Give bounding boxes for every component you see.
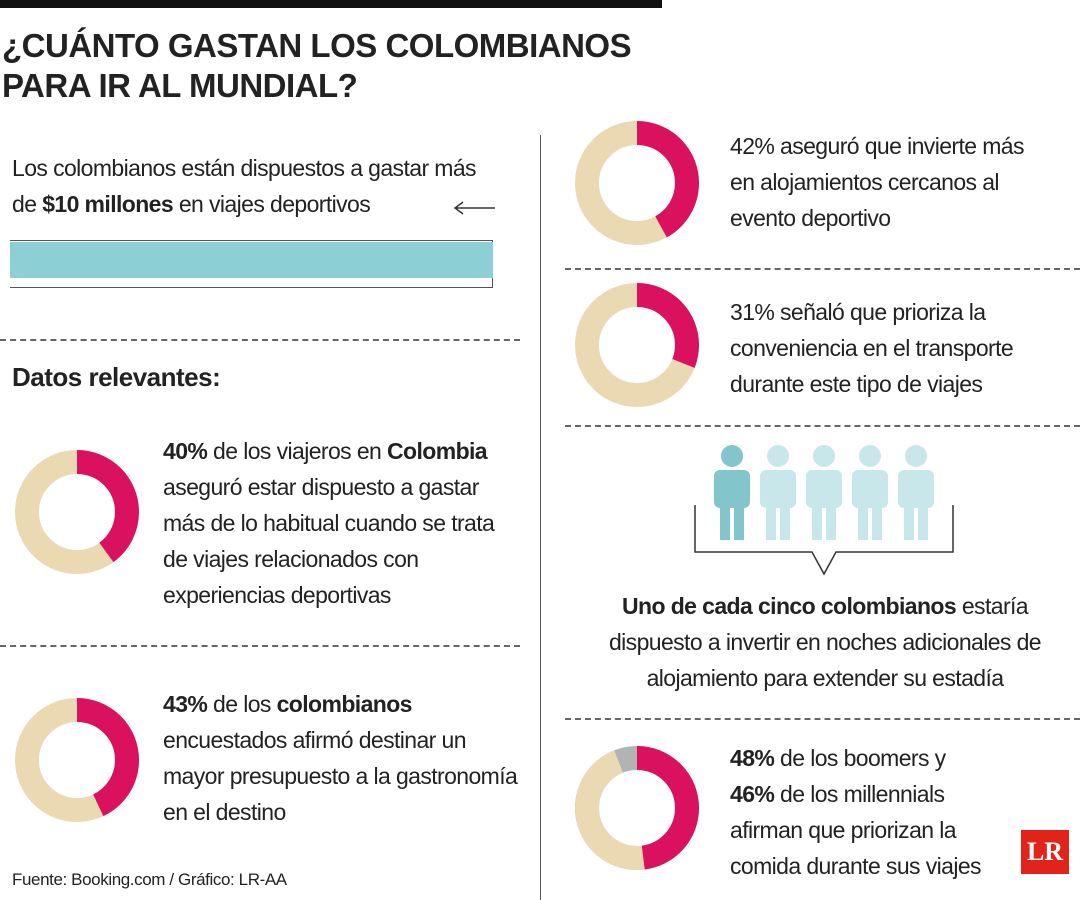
title: ¿CUÁNTO GASTAN LOS COLOMBIANOS PARA IR A… bbox=[2, 27, 632, 104]
text: de los boomers y bbox=[774, 745, 946, 771]
donut-segment bbox=[575, 283, 699, 407]
bar bbox=[10, 242, 493, 278]
donut-segment bbox=[575, 746, 699, 870]
highlight: colombianos bbox=[276, 691, 413, 717]
text: de los millennials afirman que priorizan… bbox=[730, 781, 982, 879]
bracket bbox=[694, 505, 954, 576]
value-label: 46% bbox=[730, 781, 775, 807]
donut-track bbox=[15, 698, 139, 822]
separator bbox=[565, 718, 1080, 720]
text: aseguró que invierte más en alojamientos… bbox=[730, 133, 1024, 231]
text: Los colombianos están dispuestos a gasta… bbox=[12, 155, 477, 217]
donut-segment bbox=[15, 450, 139, 574]
value-label: 48% bbox=[730, 745, 775, 771]
value-label: 31% bbox=[730, 299, 775, 325]
person bbox=[852, 445, 888, 540]
highlight: $10 millones bbox=[42, 191, 174, 217]
text: señaló que prioriza la conveniencia en e… bbox=[730, 299, 1014, 397]
donut-segment bbox=[575, 746, 699, 870]
donut-track bbox=[15, 450, 139, 574]
person bbox=[760, 445, 796, 540]
logo: LR bbox=[1021, 830, 1069, 874]
people-icons bbox=[714, 445, 934, 540]
separator bbox=[0, 339, 520, 341]
text: en viajes deportivos bbox=[173, 191, 371, 217]
stat-text: 48% de los boomers y 46% de los millennia… bbox=[730, 740, 1010, 884]
section-title: Datos relevantes: bbox=[12, 362, 221, 392]
highlight: Uno de cada cinco colombianos bbox=[622, 593, 957, 619]
separator bbox=[0, 645, 520, 647]
donut-segment bbox=[15, 698, 139, 822]
top-bar bbox=[0, 0, 662, 8]
value-label: 43% bbox=[163, 691, 208, 717]
intro: Los colombianos están dispuestos a gasta… bbox=[12, 150, 482, 222]
divider bbox=[540, 135, 541, 900]
stat-text: 42% aseguró que invierte más en alojamie… bbox=[730, 128, 1050, 236]
source: Fuente: Booking.com / Gráfico: LR-AA bbox=[12, 870, 287, 889]
stat-text: 43% de los colombianos encuestados afirm… bbox=[163, 686, 523, 830]
separator bbox=[565, 425, 1080, 427]
donut-track bbox=[575, 121, 699, 245]
text: de los viajeros en bbox=[207, 438, 388, 464]
donut-segment bbox=[575, 121, 699, 245]
text: estaría dispuesto a invertir en noches a… bbox=[608, 593, 1042, 691]
stat-text: 31% señaló que prioriza la conveniencia … bbox=[730, 294, 1050, 402]
separator bbox=[565, 268, 1080, 270]
text: aseguró estar dispuesto a gastar más de … bbox=[163, 474, 495, 608]
person bbox=[806, 445, 842, 540]
people-text: Uno de cada cinco colombianos estaría di… bbox=[580, 588, 1070, 696]
text: de los bbox=[207, 691, 277, 717]
person-highlight bbox=[714, 445, 750, 540]
donut-track bbox=[575, 283, 699, 407]
value-label: 40% bbox=[163, 438, 208, 464]
text: encuestados afirmó destinar un mayor pre… bbox=[163, 727, 518, 825]
highlight: Colombia bbox=[387, 438, 488, 464]
value-label: 42% bbox=[730, 133, 775, 159]
person bbox=[898, 445, 934, 540]
donut-track bbox=[575, 746, 699, 870]
stat-text: 40% de los viajeros en Colombia aseguró … bbox=[163, 433, 523, 613]
